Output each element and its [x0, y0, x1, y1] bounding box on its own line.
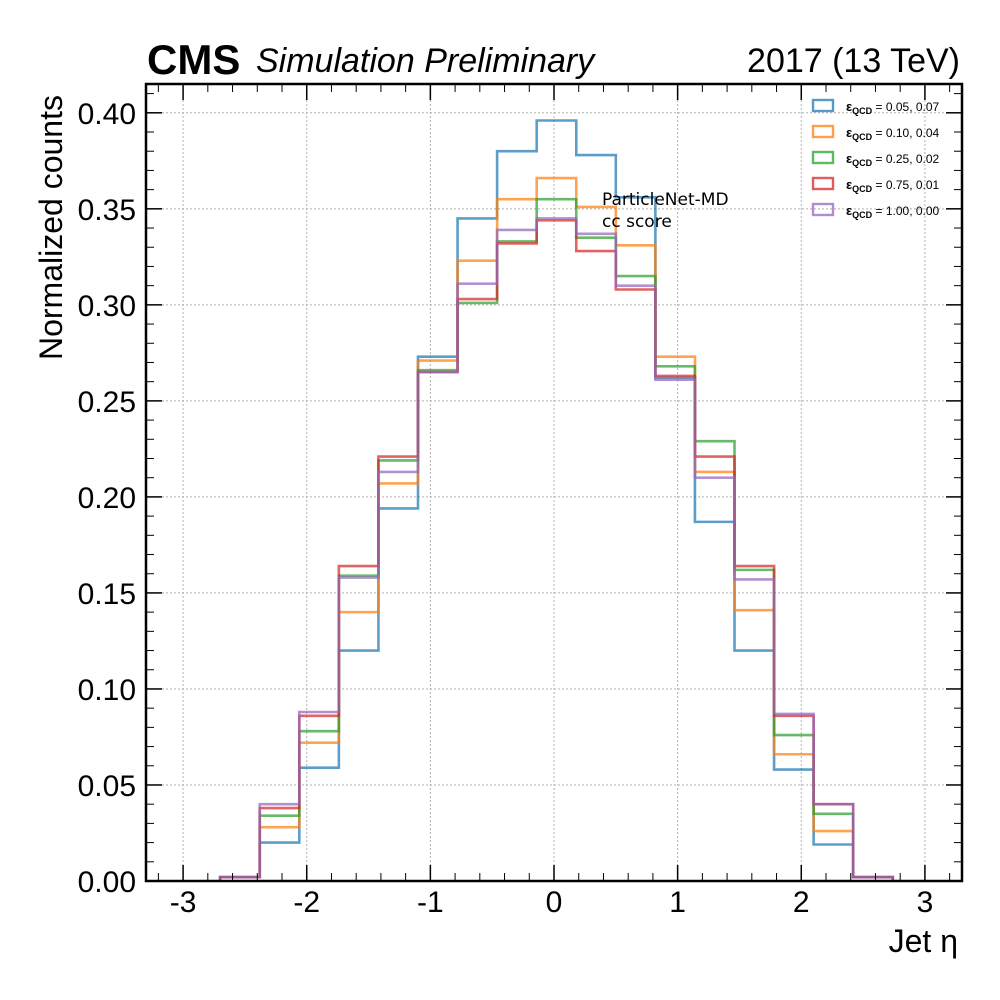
axis-ticks: [146, 84, 962, 882]
cms-label: CMS: [147, 36, 240, 83]
legend-swatch: [811, 176, 835, 191]
annotation-line-1: ParticleNet-MD: [602, 190, 729, 210]
legend-swatch: [811, 202, 835, 217]
y-tick-label: 0.35: [78, 194, 136, 227]
y-tick-label: 0.40: [78, 98, 136, 131]
y-tick-label: 0.25: [78, 386, 136, 419]
legend-swatch: [811, 98, 835, 113]
x-tick-label: -2: [293, 886, 320, 919]
plot-frame: [144, 82, 964, 883]
x-tick-label: 2: [793, 886, 810, 919]
series-step-line-5: [218, 217, 895, 881]
x-axis-title: Jet η: [889, 923, 958, 959]
y-tick-label: 0.30: [78, 290, 136, 323]
series-step-line-3: [218, 197, 895, 881]
legend-entry: εQCD = 0.10, 0.04: [811, 124, 940, 142]
grid-lines: [146, 84, 962, 882]
y-tick-labels: 0.00 0.05 0.10 0.15 0.20 0.25 0.30 0.35 0.40: [78, 98, 136, 899]
lumi-label: 2017 (13 TeV): [747, 42, 960, 80]
x-tick-labels: -3 -2 -1 0 1 2 3: [170, 886, 934, 919]
legend-entry: εQCD = 1.00, 0.00: [811, 202, 940, 220]
y-tick-label: 0.10: [78, 674, 136, 707]
legend-label: εQCD = 0.05, 0.07: [846, 99, 940, 116]
x-tick-label: -1: [417, 886, 444, 919]
legend-label: εQCD = 1.00, 0.00: [846, 203, 940, 220]
x-tick-label: 1: [669, 886, 686, 919]
annotation-line-2: cc score: [602, 212, 672, 232]
series-step-line-1: [218, 119, 895, 881]
histogram-series: [218, 119, 895, 881]
y-tick-label: 0.00: [78, 866, 136, 899]
y-tick-label: 0.20: [78, 482, 136, 515]
x-tick-label: -3: [170, 886, 197, 919]
simulation-preliminary-label: Simulation Preliminary: [256, 42, 596, 80]
x-tick-label: 0: [546, 886, 563, 919]
y-tick-label: 0.15: [78, 578, 136, 611]
series-step-line-4: [218, 219, 895, 881]
legend-swatch: [811, 150, 835, 165]
y-tick-label: 0.05: [78, 770, 136, 803]
legend-swatch: [811, 124, 835, 139]
legend: εQCD = 0.05, 0.07 εQCD = 0.10, 0.04 εQCD =…: [811, 98, 940, 220]
legend-entry: εQCD = 0.25, 0.02: [811, 150, 940, 168]
legend-entry: εQCD = 0.75, 0.01: [811, 176, 940, 194]
series-step-line-2: [218, 176, 895, 881]
legend-label: εQCD = 0.25, 0.02: [846, 151, 940, 168]
legend-entry: εQCD = 0.05, 0.07: [811, 98, 940, 116]
y-axis-title: Normalized counts: [33, 95, 69, 360]
legend-label: εQCD = 0.75, 0.01: [846, 177, 940, 194]
legend-label: εQCD = 0.10, 0.04: [846, 125, 940, 142]
x-tick-label: 3: [917, 886, 934, 919]
